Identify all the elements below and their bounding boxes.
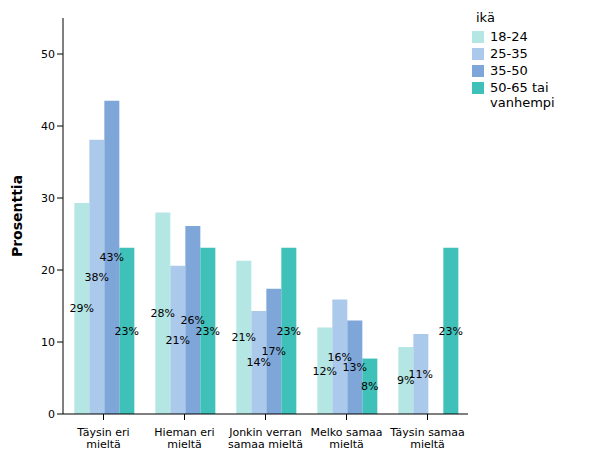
svg-text:21%: 21% bbox=[166, 334, 190, 347]
svg-text:Jonkin verran: Jonkin verran bbox=[229, 426, 302, 439]
svg-text:17%: 17% bbox=[262, 345, 286, 358]
svg-text:mieltä: mieltä bbox=[167, 438, 202, 451]
html-text:ikä: ikä bbox=[476, 10, 495, 25]
svg-text:16%: 16% bbox=[327, 350, 353, 364]
html-text:35-50: 35-50 bbox=[490, 63, 528, 78]
svg-text:Prosenttia: Prosenttia bbox=[9, 175, 25, 257]
svg-text:0: 0 bbox=[48, 408, 55, 421]
svg-text:28%: 28% bbox=[151, 307, 175, 320]
svg-text:43%: 43% bbox=[100, 251, 124, 264]
svg-text:11%: 11% bbox=[409, 368, 433, 381]
svg-text:10: 10 bbox=[41, 336, 55, 349]
svg-text:23%: 23% bbox=[196, 325, 220, 338]
svg-text:Melko samaa: Melko samaa bbox=[310, 426, 383, 439]
svg-text:38%: 38% bbox=[85, 271, 109, 284]
svg-text:23%: 23% bbox=[277, 325, 301, 338]
svg-text:8%: 8% bbox=[361, 380, 378, 393]
svg-text:30: 30 bbox=[41, 192, 55, 205]
svg-text:23%: 23% bbox=[439, 325, 463, 338]
svg-text:samaa mieltä: samaa mieltä bbox=[228, 438, 303, 451]
svg-text:20: 20 bbox=[41, 264, 55, 277]
svg-text:21%: 21% bbox=[232, 331, 256, 344]
svg-text:12%: 12% bbox=[313, 365, 337, 378]
svg-text:mieltä: mieltä bbox=[410, 438, 445, 451]
svg-text:mieltä: mieltä bbox=[86, 438, 121, 451]
svg-text:mieltä: mieltä bbox=[329, 438, 364, 451]
svg-text:29%: 29% bbox=[70, 302, 94, 315]
svg-text:13%: 13% bbox=[343, 361, 367, 374]
svg-text:26%: 26% bbox=[180, 313, 206, 327]
svg-text:9%: 9% bbox=[397, 374, 415, 388]
svg-text:14%: 14% bbox=[247, 356, 271, 369]
html-text:25-35: 25-35 bbox=[490, 46, 528, 61]
svg-text:23%: 23% bbox=[115, 325, 139, 338]
svg-text:40: 40 bbox=[41, 120, 55, 133]
svg-text:50: 50 bbox=[41, 48, 55, 61]
html-text:50-65 tai vanhempi: 50-65 tai vanhempi bbox=[490, 80, 555, 110]
svg-text:Hieman eri: Hieman eri bbox=[154, 426, 215, 439]
html-text:18-24: 18-24 bbox=[490, 29, 528, 44]
svg-text:Täysin samaa: Täysin samaa bbox=[390, 426, 465, 439]
svg-text:Täysin eri: Täysin eri bbox=[77, 426, 130, 439]
